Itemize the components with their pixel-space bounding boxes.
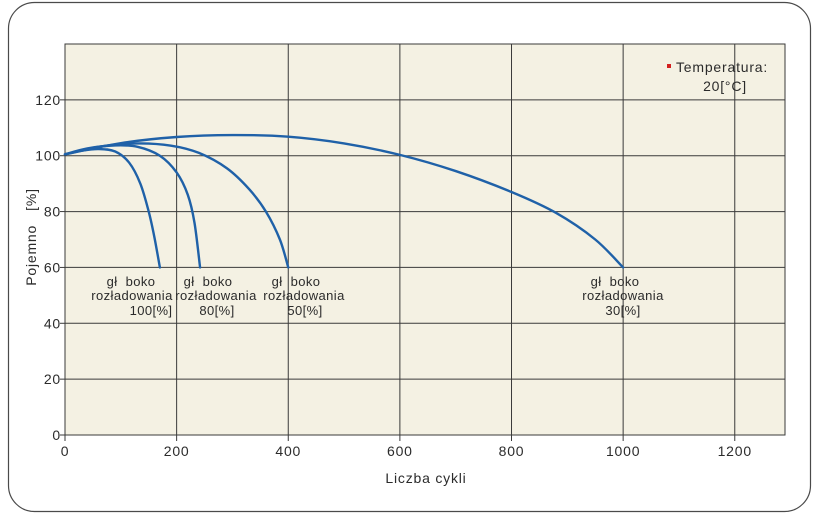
series-label-3-line-3: 50[%] — [287, 303, 322, 318]
y-tick-label: 40 — [44, 315, 61, 331]
y-axis-title: Pojemno [%] — [23, 188, 39, 286]
series-label-1-line-1: gł boko — [107, 274, 156, 289]
y-tick-label: 80 — [44, 204, 61, 220]
x-tick-label: 0 — [61, 443, 70, 459]
x-axis-title: Liczba cykli — [385, 470, 466, 486]
series-label-1-line-2: rozładowania — [91, 288, 173, 303]
note-line-2: 20[°C] — [703, 78, 747, 94]
y-tick-label: 0 — [52, 427, 61, 443]
note-line-1: Temperatura: — [676, 59, 768, 75]
series-label-1-line-3: 100[%] — [130, 303, 173, 318]
y-tick-label: 100 — [35, 148, 61, 164]
series-label-4-line-3: 30[%] — [605, 303, 640, 318]
x-tick-label: 1200 — [718, 443, 752, 459]
temperature-note: Temperatura: 20[°C] — [667, 59, 768, 94]
y-tick-label: 20 — [44, 371, 61, 387]
plot-border — [64, 43, 786, 436]
series-line-4 — [63, 133, 625, 269]
y-tick-label: 120 — [35, 92, 61, 108]
series-label-4-line-1: gł boko — [591, 274, 640, 289]
x-tick-label: 600 — [387, 443, 413, 459]
series-label-2-line-3: 80[%] — [199, 303, 234, 318]
x-tick-label: 400 — [275, 443, 301, 459]
plot-layer: 0 200 400 600 800 1000 1200 0 20 40 60 80 100 120 gł b… — [35, 43, 786, 459]
plot-area — [65, 44, 785, 435]
x-tick-label: 1000 — [606, 443, 640, 459]
y-tick-label: 60 — [44, 259, 61, 275]
series-label-3-line-1: gł boko — [272, 274, 321, 289]
x-tick-label: 200 — [164, 443, 190, 459]
series-label-2-line-2: rozładowania — [175, 288, 257, 303]
note-marker — [667, 64, 671, 68]
series-label-4-line-2: rozładowania — [582, 288, 664, 303]
series-label-2-line-1: gł boko — [184, 274, 233, 289]
x-tick-label: 800 — [499, 443, 525, 459]
series-label-3-line-2: rozładowania — [263, 288, 345, 303]
